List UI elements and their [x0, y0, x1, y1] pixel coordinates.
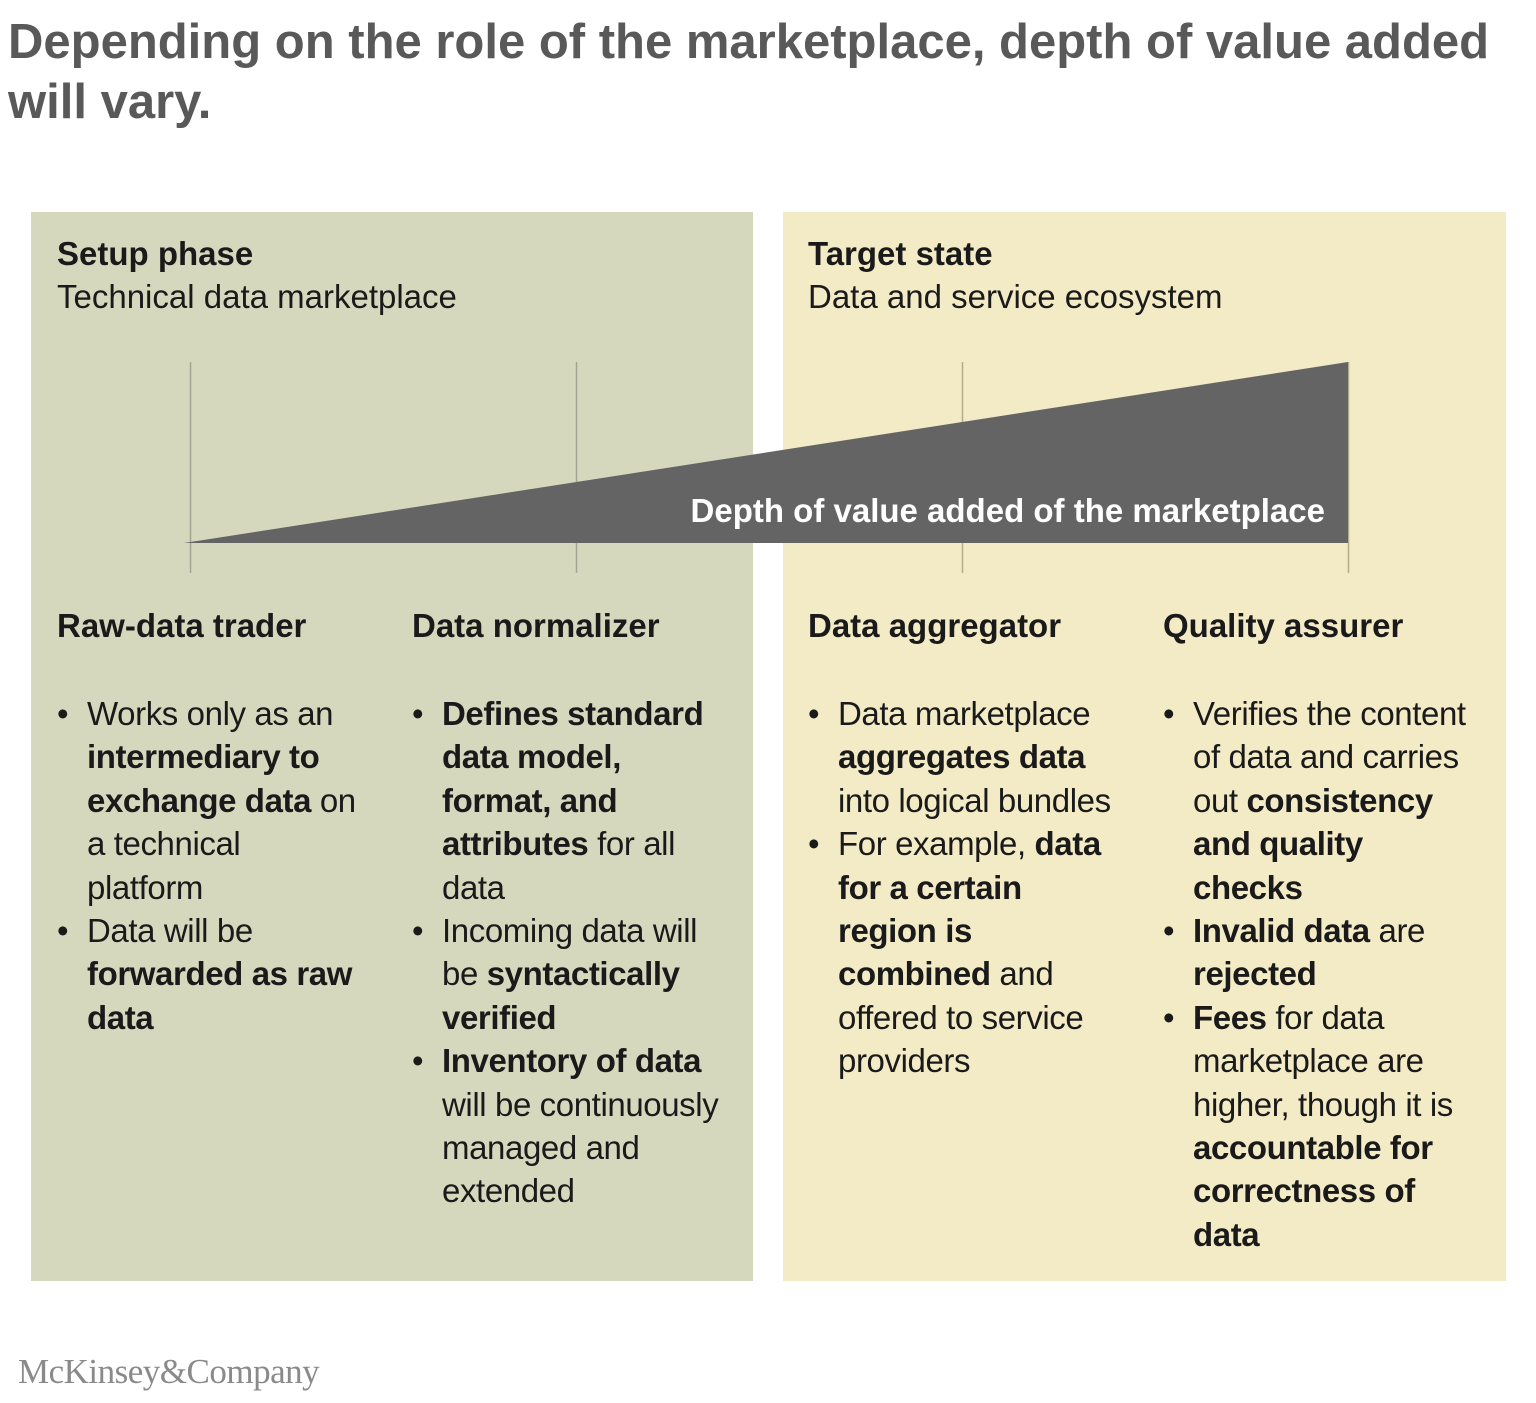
- bullet-bold-text: syntactically verified: [442, 955, 680, 1036]
- setup-phase-title: Setup phase: [57, 235, 254, 272]
- role-title-data-normalizer: Data normalizer: [412, 607, 660, 644]
- role-bullets-data-aggregator: Data marketplace aggregates data into lo…: [808, 692, 1113, 1083]
- bullet-text: into logical bundles: [838, 781, 1111, 819]
- bullet-text: for all data: [442, 825, 676, 906]
- wedge-label: Depth of value added of the marketplace: [691, 492, 1325, 529]
- role-bullets-data-normalizer: Defines standard data model, format, and…: [412, 692, 722, 1213]
- bullet-text: and offered to service providers: [838, 955, 1084, 1080]
- bullet-text: Incoming data will be: [442, 912, 698, 993]
- bullet-bold-text: intermediary to exchange data: [87, 738, 320, 819]
- bullet-bold-text: Defines standard data model, format, and…: [442, 695, 704, 863]
- target-state-title: Target state: [808, 235, 993, 272]
- bullet-bold-text: consistency and quality checks: [1193, 781, 1433, 906]
- role-bullets-raw-data-trader: Works only as an intermediary to exchang…: [57, 692, 357, 1039]
- bullet-bold-text: forwarded as raw data: [87, 955, 353, 1036]
- bullet-text: Works only as an: [87, 695, 334, 732]
- bullet-text: Data will be: [87, 912, 253, 950]
- bullet-text: for data marketplace are higher, though …: [1193, 998, 1453, 1123]
- page-title: Depending on the role of the marketplace…: [8, 15, 1490, 129]
- bullet-bold-text: aggregates data: [838, 738, 1086, 776]
- role-bullets-quality-assurer: Verifies the content of data and carries…: [1163, 692, 1473, 1256]
- role-bullet: Verifies the content of data and carries…: [1163, 692, 1473, 909]
- company-logo: McKinsey&Company: [18, 1352, 320, 1391]
- bullet-text: on a technical platform: [87, 781, 356, 906]
- bullet-bold-text: rejected: [1193, 955, 1317, 993]
- bullet-bold-text: data for a certain region is combined: [838, 825, 1101, 993]
- role-bullet: Works only as an intermediary to exchang…: [57, 692, 357, 909]
- bullet-bold-text: accountable for correctness of data: [1193, 1129, 1433, 1253]
- role-bullet: Fees for data marketplace are higher, th…: [1163, 996, 1473, 1256]
- role-bullet: Data will be forwarded as raw data: [57, 909, 357, 1039]
- role-title-quality-assurer: Quality assurer: [1163, 607, 1404, 644]
- role-title-raw-data-trader: Raw-data trader: [57, 607, 307, 644]
- bullet-text: will be continuously managed and extende…: [442, 1085, 719, 1210]
- bullet-text: For example,: [838, 825, 1035, 863]
- role-bullet: Defines standard data model, format, and…: [412, 692, 722, 909]
- setup-phase-subtitle: Technical data marketplace: [57, 278, 457, 315]
- role-bullet: Inventory of data will be continuously m…: [412, 1039, 722, 1213]
- bullet-bold-text: Fees: [1193, 998, 1267, 1036]
- depth-wedge-diagram: Depth of value added of the marketplace: [184, 362, 1350, 573]
- target-state-subtitle: Data and service ecosystem: [808, 278, 1223, 315]
- bullet-bold-text: Invalid data: [1193, 912, 1370, 950]
- role-bullet: Incoming data will be syntactically veri…: [412, 909, 722, 1039]
- role-title-data-aggregator: Data aggregator: [808, 607, 1062, 644]
- bullet-text: Data marketplace: [838, 695, 1091, 732]
- bullet-bold-text: Inventory of data: [442, 1042, 702, 1080]
- role-bullet: For example, data for a certain region i…: [808, 822, 1113, 1082]
- role-bullet: Invalid data are rejected: [1163, 909, 1473, 996]
- depth-wedge: [184, 362, 1348, 543]
- role-bullet: Data marketplace aggregates data into lo…: [808, 692, 1113, 822]
- bullet-text: are: [1369, 912, 1426, 950]
- bullet-text: Verifies the content of data and carries…: [1193, 695, 1466, 819]
